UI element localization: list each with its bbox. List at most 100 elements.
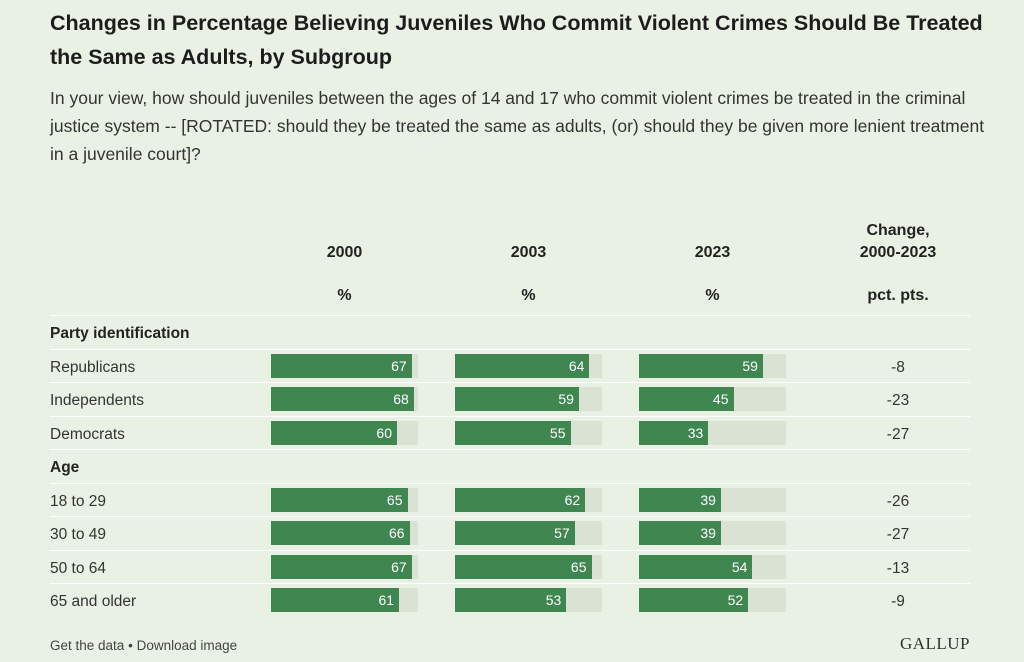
bar-track: 53 [455,588,602,612]
row-divider [50,482,970,484]
change-header: Change, 2000-2023 [859,222,937,261]
row-divider [50,382,970,383]
row-label: 18 to 29 [50,492,107,510]
bar [455,487,586,512]
change-value: -23 [886,392,910,409]
bar-track: 39 [639,487,786,512]
bar [455,353,590,378]
bar [639,521,721,545]
row-divider [50,516,970,517]
bar-track: 59 [455,387,602,411]
change-value: -13 [886,559,910,577]
row-divider [50,549,970,551]
bar [455,521,575,545]
row-divider [50,583,970,584]
change-value: -27 [886,425,910,443]
column-header-2003: 2003 [510,244,547,261]
group-label: Age [50,459,80,476]
bar-value-label: 62 [564,491,581,508]
bar [455,588,567,612]
bar-value-label: 64 [568,357,585,374]
change-value: -27 [886,526,910,543]
bar-track: 33 [639,420,786,445]
bar-value-label: 66 [389,525,405,541]
bar [455,420,571,445]
bar-track: 60 [271,420,418,445]
row-label: 65 and older [50,593,137,610]
bar [455,387,579,411]
bar-track: 65 [455,554,602,579]
download-image-link[interactable]: Download image [136,638,238,653]
bar-value-label: 57 [554,525,570,541]
bar-track: 59 [639,353,786,378]
column-unit-2000: % [337,287,352,304]
column-header-2023: 2023 [694,244,731,261]
bar-track: 64 [455,353,602,378]
bar-track: 61 [271,588,418,612]
bar [639,353,763,378]
bar [271,420,397,445]
change-value: -8 [891,358,905,376]
bar-track: 65 [271,487,418,512]
bar [639,554,753,579]
bar [639,387,734,411]
bar [455,554,592,579]
bar-value-label: 59 [558,391,574,407]
footer-separator: • [128,638,133,653]
bar [271,554,412,579]
column-unit-2003: % [521,287,536,304]
column-header-2000: 2000 [326,244,363,261]
row-divider [50,415,970,417]
bar-track: 66 [271,521,418,545]
row-label: Democrats [50,425,125,443]
bar-value-label: 68 [393,391,409,407]
bar-value-label: 52 [727,592,744,608]
bar [271,521,410,545]
bar-value-label: 33 [687,424,704,441]
group-label: Party identification [50,325,190,342]
bar-track: 55 [455,420,602,445]
row-label: 30 to 49 [50,526,107,543]
bar-track: 45 [639,387,786,411]
row-label: 50 to 64 [50,559,107,577]
bar-value-label: 59 [742,357,758,374]
bar-value-label: 67 [391,558,407,575]
bar [639,420,709,445]
bar-value-label: 54 [731,558,748,575]
bar-value-label: 65 [386,491,403,508]
change-unit: pct. pts. [867,287,929,304]
bar-track: 62 [455,487,602,512]
bar [639,487,721,512]
column-unit-2023: % [705,287,720,304]
bar-value-label: 39 [700,491,716,508]
bar-track: 68 [271,387,418,411]
bar-track: 54 [639,554,786,579]
get-data-link[interactable]: Get the data [50,638,125,653]
bar-value-label: 67 [391,357,407,374]
row-label: Independents [50,392,144,409]
bar-value-label: 45 [712,391,729,407]
bar-track: 67 [271,353,418,378]
chart-subtitle: In your view, how should juveniles betwe… [50,88,985,164]
bar-value-label: 65 [570,558,587,575]
bar [639,588,749,612]
bar-value-label: 53 [545,592,562,608]
bar-track: 39 [639,521,786,545]
gallup-logo: GALLUP [899,634,970,653]
bar [271,487,408,512]
bar [271,588,400,612]
bar-track: 57 [455,521,602,545]
bar-value-label: 55 [549,424,566,441]
row-divider [50,449,970,450]
bar-value-label: 39 [700,525,716,541]
bar-value-label: 60 [376,424,392,441]
bar [271,387,414,411]
chart-title: Changes in Percentage Believing Juvenile… [50,11,983,69]
footer-links: Get the data • Download image [50,638,237,653]
change-value: -9 [891,593,905,610]
bar-track: 67 [271,554,418,579]
row-label: Republicans [50,358,136,376]
bar-track: 52 [639,588,786,612]
bar [271,353,412,378]
bar-value-label: 61 [378,592,395,608]
